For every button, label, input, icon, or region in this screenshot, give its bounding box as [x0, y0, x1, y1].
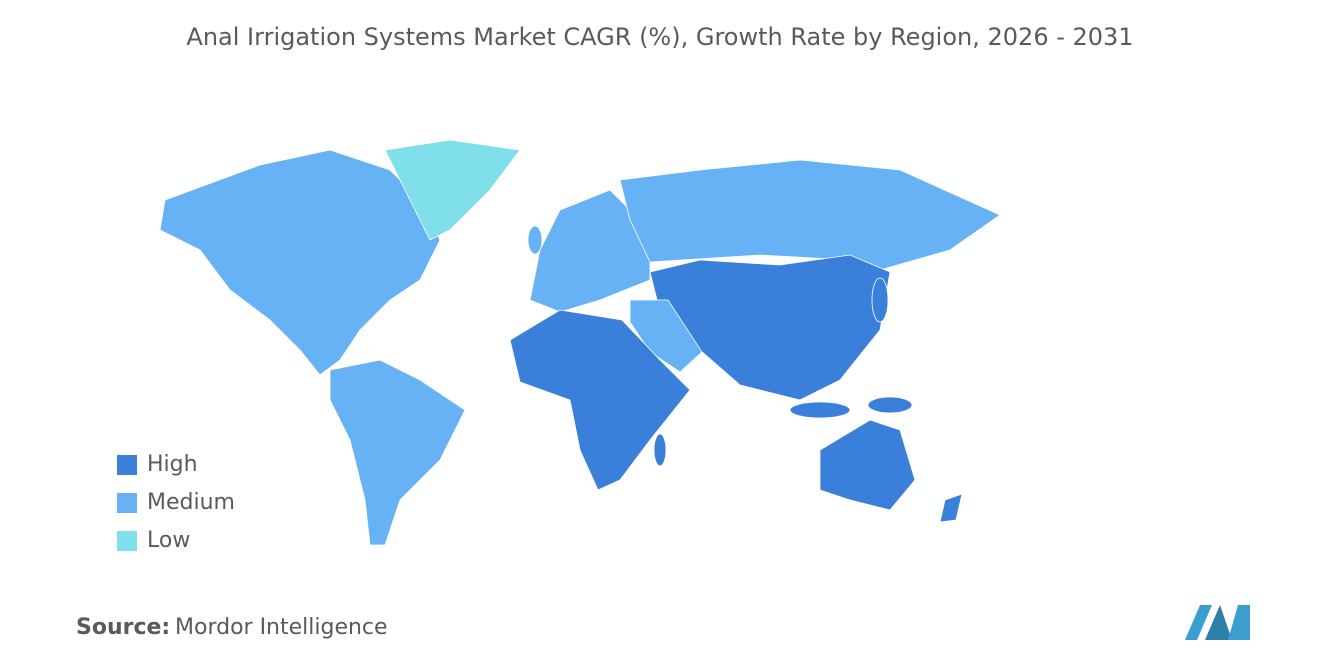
africa — [509, 309, 691, 491]
source-label: Source: — [76, 615, 170, 640]
north-america — [159, 149, 441, 376]
legend-swatch — [117, 531, 137, 551]
new-guinea — [867, 396, 913, 414]
russia — [619, 159, 1001, 271]
legend-label: High — [147, 452, 198, 477]
japan — [871, 277, 889, 323]
madagascar — [653, 433, 667, 467]
legend-swatch — [117, 455, 137, 475]
world-map — [159, 139, 1001, 546]
australia — [819, 419, 916, 511]
greenland — [384, 139, 521, 241]
legend-label: Low — [147, 528, 190, 553]
middle-east — [629, 299, 703, 373]
legend-swatch — [117, 493, 137, 513]
south-america — [329, 359, 466, 546]
indonesia — [789, 401, 851, 419]
legend: High Medium Low — [117, 452, 235, 553]
logo — [1185, 605, 1250, 640]
new-zealand — [939, 493, 963, 523]
title: Anal Irrigation Systems Market CAGR (%),… — [186, 23, 1133, 51]
uk — [527, 225, 543, 255]
legend-label: Medium — [147, 490, 235, 515]
source-text: Mordor Intelligence — [175, 615, 388, 640]
